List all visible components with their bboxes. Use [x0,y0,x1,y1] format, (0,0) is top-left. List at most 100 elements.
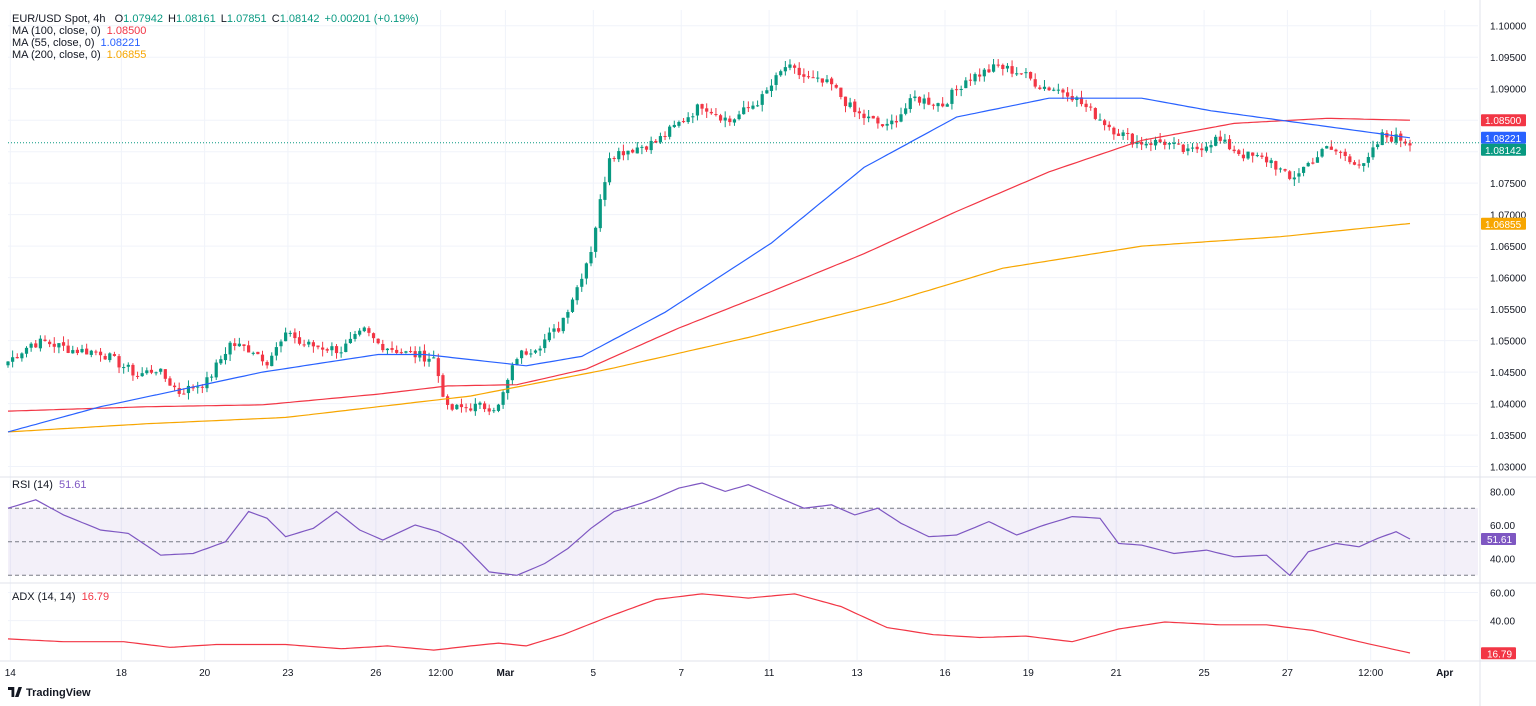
candle-body [1019,73,1023,75]
candle-body [122,367,126,369]
candle-body [1001,64,1005,69]
open-value: 1.07942 [123,13,163,25]
candle-body [728,118,732,123]
candle-body [1177,143,1181,145]
candle-body [15,357,19,359]
candle-body [75,349,80,354]
ma200-line [7,222,1411,433]
candle-body [1227,139,1232,150]
candle-body [1362,163,1366,166]
tradingview-logo[interactable]: TradingView [8,687,91,699]
y-tick-label: 1.06500 [1490,242,1527,253]
legend-rsi[interactable]: RSI (14) 51.61 [12,479,87,491]
legend-ma200[interactable]: MA (200, close, 0) 1.06855 [12,49,147,61]
candle-body [580,278,584,287]
x-tick-label: 23 [282,668,294,679]
candle-body [482,403,487,410]
legend-ma55[interactable]: MA (55, close, 0) 1.08221 [12,37,141,49]
candle-body [931,104,936,106]
candle-body [506,379,510,394]
candle-body [399,352,403,354]
candle-body [186,385,191,394]
price-tag [1481,217,1526,230]
candle-body [24,347,29,354]
candle-body [668,126,672,137]
candle-body [376,338,380,344]
candle-body [631,149,635,153]
candle-body [103,355,107,360]
candle-body [871,115,875,119]
candle-body [29,343,33,348]
candle-body [1158,139,1162,143]
candle-body [848,102,852,107]
candle-body [853,101,857,113]
candle-body [603,182,607,200]
candle-body [219,359,223,364]
candle-body [80,348,84,353]
rsi-value: 51.61 [58,479,87,491]
price-tag-label: 1.08500 [1485,116,1522,127]
candle-body [1297,173,1301,177]
candle-body [344,343,348,353]
candle-body [117,356,121,368]
candle-body [1172,142,1176,145]
candle-body [867,116,871,119]
adx-tick-label: 40.00 [1490,617,1515,628]
candle-body [1056,89,1060,91]
candle-body [464,407,468,409]
candle-body [1024,72,1028,74]
candle-body [529,353,533,355]
candle-body [492,410,496,412]
candle-body [223,353,228,361]
candle-body [293,332,297,339]
candle-body [617,151,621,160]
candle-body [1038,87,1042,89]
candle-body [316,345,320,348]
candle-body [302,344,306,346]
candle-body [1047,87,1051,91]
candle-body [1241,154,1246,159]
candle-body [964,80,968,89]
legend-symbol: EUR/USD Spot, 4h O1.07942 H1.08161 L1.07… [12,13,419,25]
candle-body [769,85,774,91]
candle-body [237,343,241,347]
ma200-value: 1.06855 [106,49,147,61]
price-tag [1481,114,1526,127]
rsi-tick-label: 40.00 [1490,555,1515,566]
candle-body [732,119,737,123]
candle-body [247,345,251,353]
candle-body [1093,108,1097,119]
candle-body [607,158,612,183]
candle-body [584,263,588,279]
candle-body [1005,65,1010,69]
candle-body [816,77,820,79]
ma100-value: 1.08500 [106,25,147,37]
candle-body [1403,141,1407,144]
candle-body [43,339,47,341]
x-tick-label: 19 [1023,668,1035,679]
candle-body [1269,160,1273,164]
candle-body [695,104,700,116]
candle-body [570,299,575,312]
candle-body [862,113,866,119]
legend-ma100[interactable]: MA (100, close, 0) 1.08500 [12,25,147,37]
candle-body [334,346,339,354]
candle-body [1149,143,1153,145]
candle-body [57,343,61,348]
x-tick-label: 5 [591,668,597,679]
candle-body [1394,134,1398,143]
candle-body [321,347,325,350]
candle-body [279,341,283,347]
candle-body [700,104,704,109]
candle-body [209,376,214,378]
candle-body [1209,145,1213,148]
adx-value-tag [1481,647,1516,660]
symbol-name[interactable]: EUR/USD Spot, 4h [12,13,106,25]
candle-body [381,343,385,351]
candle-body [1348,156,1352,163]
legend-adx[interactable]: ADX (14, 14) 16.79 [12,591,110,603]
candles [6,58,1412,416]
candle-body [1329,146,1333,150]
price-tag [1481,131,1526,144]
